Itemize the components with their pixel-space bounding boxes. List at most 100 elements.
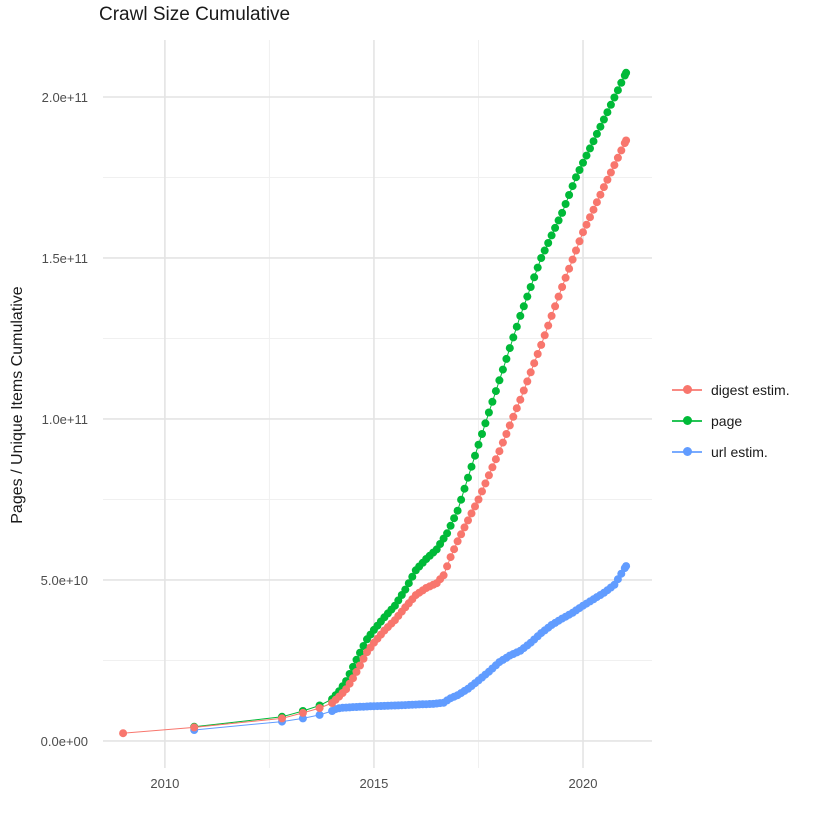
data-point bbox=[349, 674, 357, 683]
data-point bbox=[401, 585, 410, 594]
data-point bbox=[586, 213, 594, 222]
data-point bbox=[523, 377, 532, 386]
data-point bbox=[474, 495, 483, 504]
data-point bbox=[446, 521, 455, 530]
y-tick-label: 1.0e+11 bbox=[41, 411, 88, 427]
legend-key-icon bbox=[672, 412, 702, 430]
data-point bbox=[450, 545, 459, 554]
legend-dot-icon bbox=[682, 385, 692, 394]
data-point bbox=[568, 255, 577, 264]
data-point bbox=[464, 473, 472, 482]
data-point bbox=[404, 579, 413, 588]
data-point bbox=[554, 292, 563, 301]
data-point bbox=[589, 205, 598, 214]
data-point bbox=[551, 223, 560, 232]
data-point bbox=[622, 68, 631, 77]
y-tick-label: 1.5e+11 bbox=[41, 250, 88, 266]
data-point bbox=[408, 572, 417, 581]
data-point bbox=[478, 487, 486, 496]
data-point bbox=[512, 404, 521, 413]
data-point bbox=[617, 146, 626, 155]
data-point bbox=[484, 408, 493, 417]
legend-key-icon bbox=[672, 381, 702, 399]
data-point bbox=[278, 714, 286, 723]
data-point bbox=[622, 562, 631, 571]
data-point bbox=[547, 311, 556, 320]
series-line bbox=[194, 72, 627, 728]
data-point bbox=[582, 220, 591, 229]
data-point bbox=[561, 200, 570, 208]
legend-label: digest estim. bbox=[711, 381, 790, 398]
data-point bbox=[544, 321, 553, 330]
data-point bbox=[471, 502, 479, 511]
x-tick-label: 2010 bbox=[150, 776, 180, 791]
data-point bbox=[622, 136, 631, 145]
legend-item-page: page bbox=[672, 405, 790, 436]
data-point bbox=[561, 273, 570, 282]
data-point bbox=[315, 710, 324, 719]
data-point bbox=[474, 440, 483, 449]
data-point bbox=[356, 661, 364, 670]
y-tick-label: 5.0e+10 bbox=[40, 572, 88, 588]
data-point bbox=[572, 246, 580, 255]
data-point bbox=[464, 516, 472, 525]
data-point bbox=[599, 183, 608, 192]
data-point bbox=[509, 412, 518, 421]
data-point bbox=[558, 283, 567, 291]
data-point bbox=[488, 397, 497, 406]
data-point bbox=[505, 344, 514, 353]
data-point bbox=[460, 523, 469, 532]
data-point bbox=[457, 530, 466, 539]
data-point bbox=[502, 430, 511, 438]
data-point bbox=[537, 340, 546, 349]
data-point bbox=[509, 333, 518, 342]
data-point bbox=[599, 115, 608, 124]
data-point bbox=[565, 191, 574, 199]
data-point bbox=[460, 484, 469, 493]
data-point bbox=[359, 642, 368, 650]
data-point bbox=[457, 495, 466, 504]
legend: digest estim. page url estim. bbox=[672, 374, 790, 467]
data-point bbox=[453, 537, 462, 546]
data-point bbox=[544, 239, 553, 247]
data-point bbox=[478, 430, 486, 438]
data-point bbox=[606, 100, 615, 109]
data-point bbox=[606, 168, 615, 177]
data-point bbox=[512, 322, 521, 331]
data-point bbox=[540, 331, 549, 340]
data-point bbox=[596, 122, 605, 131]
data-point bbox=[526, 368, 535, 377]
data-point bbox=[498, 438, 507, 447]
data-point bbox=[471, 451, 479, 460]
x-tick-label: 2015 bbox=[359, 776, 389, 791]
data-point bbox=[610, 161, 619, 170]
data-point bbox=[589, 137, 598, 146]
data-point bbox=[537, 254, 546, 262]
data-point bbox=[491, 387, 500, 396]
y-axis-title: Pages / Unique Items Cumulative bbox=[9, 286, 26, 524]
data-point bbox=[547, 231, 556, 240]
data-point bbox=[610, 93, 619, 102]
data-point bbox=[495, 447, 504, 456]
data-point bbox=[579, 228, 587, 237]
data-point bbox=[491, 455, 500, 464]
data-point bbox=[530, 359, 539, 368]
series-digest-estim bbox=[119, 136, 631, 738]
data-point bbox=[533, 350, 542, 358]
data-point bbox=[575, 166, 584, 174]
data-point bbox=[516, 311, 525, 320]
legend-label: page bbox=[711, 412, 743, 429]
data-point bbox=[356, 648, 364, 657]
data-point bbox=[484, 471, 493, 480]
data-point bbox=[481, 419, 490, 428]
data-point bbox=[298, 714, 307, 723]
legend-dot-icon bbox=[682, 416, 692, 425]
series-url-estim bbox=[190, 562, 631, 734]
data-point bbox=[554, 216, 563, 225]
data-point bbox=[495, 376, 504, 385]
data-point bbox=[523, 292, 532, 301]
data-point bbox=[592, 198, 601, 207]
data-point bbox=[572, 173, 580, 182]
